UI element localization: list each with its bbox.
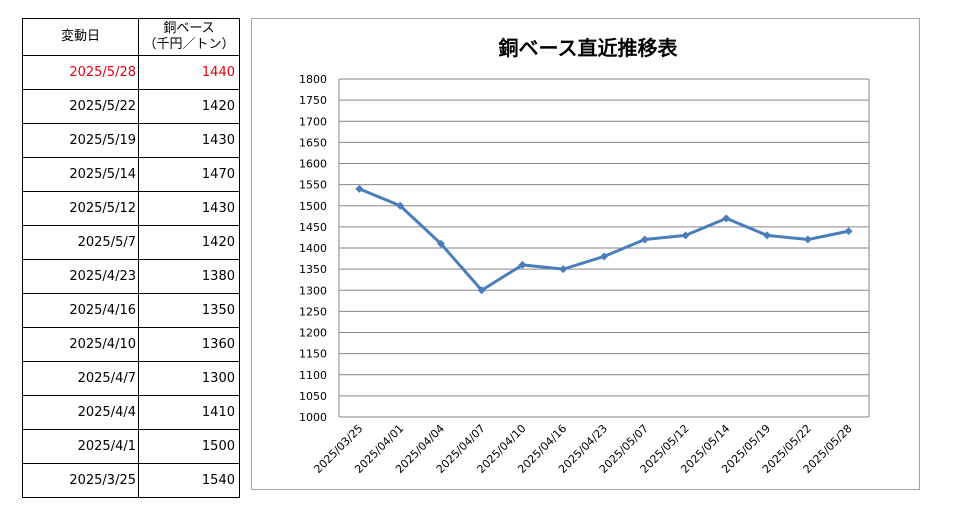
table-row: 2025/3/25 1540 bbox=[22, 463, 240, 498]
header-value-line1: 銅ベース bbox=[163, 21, 215, 36]
table-row: 2025/4/16 1350 bbox=[22, 293, 240, 328]
row-value: 1430 bbox=[138, 191, 240, 226]
row-date-text: 2025/4/16 bbox=[69, 303, 136, 318]
header-date: 変動日 bbox=[22, 18, 139, 56]
row-value: 1360 bbox=[138, 327, 240, 362]
data-point bbox=[640, 235, 649, 244]
y-tick-label: 1300 bbox=[299, 284, 327, 297]
data-point bbox=[600, 252, 608, 261]
table-row: 2025/5/22 1420 bbox=[22, 89, 240, 124]
y-tick-label: 1000 bbox=[299, 411, 327, 424]
row-date-text: 2025/4/23 bbox=[69, 269, 136, 284]
row-date: 2025/5/22 bbox=[22, 89, 139, 124]
data-point bbox=[355, 184, 364, 193]
row-date: 2025/4/10 bbox=[22, 327, 139, 362]
y-tick-label: 1250 bbox=[299, 305, 327, 318]
table-row: 2025/5/12 1430 bbox=[22, 191, 240, 226]
y-tick-label: 1050 bbox=[299, 390, 327, 403]
row-value: 1470 bbox=[138, 157, 240, 192]
y-axis-ticks: 1000 1050 1100 1150 1200 1250 1300 1350 1400 1450… bbox=[299, 73, 327, 424]
row-date: 2025/4/23 bbox=[22, 259, 139, 294]
row-date: 2025/4/7 bbox=[22, 361, 139, 396]
y-tick-label: 1400 bbox=[299, 242, 327, 255]
row-date-text: 2025/4/7 bbox=[77, 371, 136, 386]
table-row: 2025/5/28 1440 bbox=[22, 55, 240, 90]
table-row: 2025/5/7 1420 bbox=[22, 225, 240, 260]
row-date-text: 2025/4/1 bbox=[77, 439, 136, 454]
y-tick-label: 1350 bbox=[299, 263, 327, 276]
data-point bbox=[436, 239, 445, 248]
y-tick-label: 1700 bbox=[299, 115, 327, 128]
row-date: 2025/4/16 bbox=[22, 293, 139, 328]
data-point bbox=[681, 231, 690, 240]
row-value: 1440 bbox=[138, 55, 240, 90]
y-tick-label: 1450 bbox=[299, 221, 327, 234]
row-date-text: 2025/4/4 bbox=[77, 405, 136, 420]
row-date-text: 2025/5/22 bbox=[69, 99, 136, 114]
row-date: 2025/4/1 bbox=[22, 429, 139, 464]
chart-title: 銅ベース直近推移表 bbox=[499, 36, 679, 60]
row-value: 1380 bbox=[138, 259, 240, 294]
x-axis-ticks: 2025/03/252025/04/012025/04/042025/04/07… bbox=[311, 422, 854, 476]
row-value: 1420 bbox=[138, 89, 240, 124]
data-point bbox=[844, 227, 853, 236]
row-value: 1430 bbox=[138, 123, 240, 158]
data-point bbox=[763, 231, 772, 240]
y-tick-label: 1550 bbox=[299, 179, 327, 192]
row-date: 2025/5/28 bbox=[22, 55, 139, 90]
table-row: 2025/5/19 1430 bbox=[22, 123, 240, 158]
gridlines bbox=[338, 78, 870, 418]
row-date: 2025/4/4 bbox=[22, 395, 139, 430]
table-row: 2025/4/7 1300 bbox=[22, 361, 240, 396]
y-tick-label: 1100 bbox=[299, 369, 327, 382]
row-date-text: 2025/5/12 bbox=[69, 201, 136, 216]
data-point bbox=[559, 265, 568, 274]
row-value: 1300 bbox=[138, 361, 240, 396]
header-value-line2: （千円／トン） bbox=[143, 37, 235, 52]
table-row: 2025/4/4 1410 bbox=[22, 395, 240, 430]
row-date: 2025/5/12 bbox=[22, 191, 139, 226]
table-row: 2025/4/10 1360 bbox=[22, 327, 240, 362]
y-tick-label: 1600 bbox=[299, 158, 327, 171]
data-point bbox=[396, 201, 405, 210]
row-date: 2025/5/19 bbox=[22, 123, 139, 158]
row-date: 2025/5/7 bbox=[22, 225, 139, 260]
chart-area: 銅ベース直近推移表 1000 1050 1100 1150 1200 1250 1300 13… bbox=[251, 18, 920, 490]
line-chart: 銅ベース直近推移表 1000 1050 1100 1150 1200 1250 1300 13… bbox=[299, 36, 870, 476]
row-date-text: 2025/5/19 bbox=[69, 133, 136, 148]
row-value: 1500 bbox=[138, 429, 240, 464]
row-date-text: 2025/5/28 bbox=[69, 65, 136, 80]
data-point bbox=[477, 286, 486, 295]
data-point bbox=[803, 235, 812, 244]
row-value: 1540 bbox=[138, 463, 240, 498]
table-body: 2025/5/28 1440 2025/5/22 1420 2025/5/19 1430 2… bbox=[22, 55, 240, 498]
row-value: 1420 bbox=[138, 225, 240, 260]
table-row: 2025/4/1 1500 bbox=[22, 429, 240, 464]
table-row: 2025/5/14 1470 bbox=[22, 157, 240, 192]
row-date: 2025/3/25 bbox=[22, 463, 139, 498]
y-tick-label: 1750 bbox=[299, 94, 327, 107]
header-value: 銅ベース （千円／トン） bbox=[138, 18, 240, 56]
data-point bbox=[722, 214, 731, 223]
y-tick-label: 1800 bbox=[299, 73, 327, 86]
table-row: 2025/4/23 1380 bbox=[22, 259, 240, 294]
row-date-text: 2025/5/14 bbox=[69, 167, 136, 182]
table-header-row: 変動日 銅ベース （千円／トン） bbox=[22, 18, 240, 56]
row-value: 1410 bbox=[138, 395, 240, 430]
y-tick-label: 1200 bbox=[299, 327, 327, 340]
row-date: 2025/5/14 bbox=[22, 157, 139, 192]
series-line bbox=[358, 187, 849, 292]
row-date-text: 2025/3/25 bbox=[69, 473, 136, 488]
row-date-text: 2025/5/7 bbox=[77, 235, 136, 250]
row-value: 1350 bbox=[138, 293, 240, 328]
y-tick-label: 1500 bbox=[299, 200, 327, 213]
series-layer bbox=[355, 184, 853, 295]
y-tick-label: 1150 bbox=[299, 348, 327, 361]
row-date-text: 2025/4/10 bbox=[69, 337, 136, 352]
price-table: 変動日 銅ベース （千円／トン） 2025/5/28 1440 2025/5/22 1… bbox=[22, 18, 240, 498]
y-tick-label: 1650 bbox=[299, 136, 327, 149]
data-point bbox=[518, 260, 527, 269]
